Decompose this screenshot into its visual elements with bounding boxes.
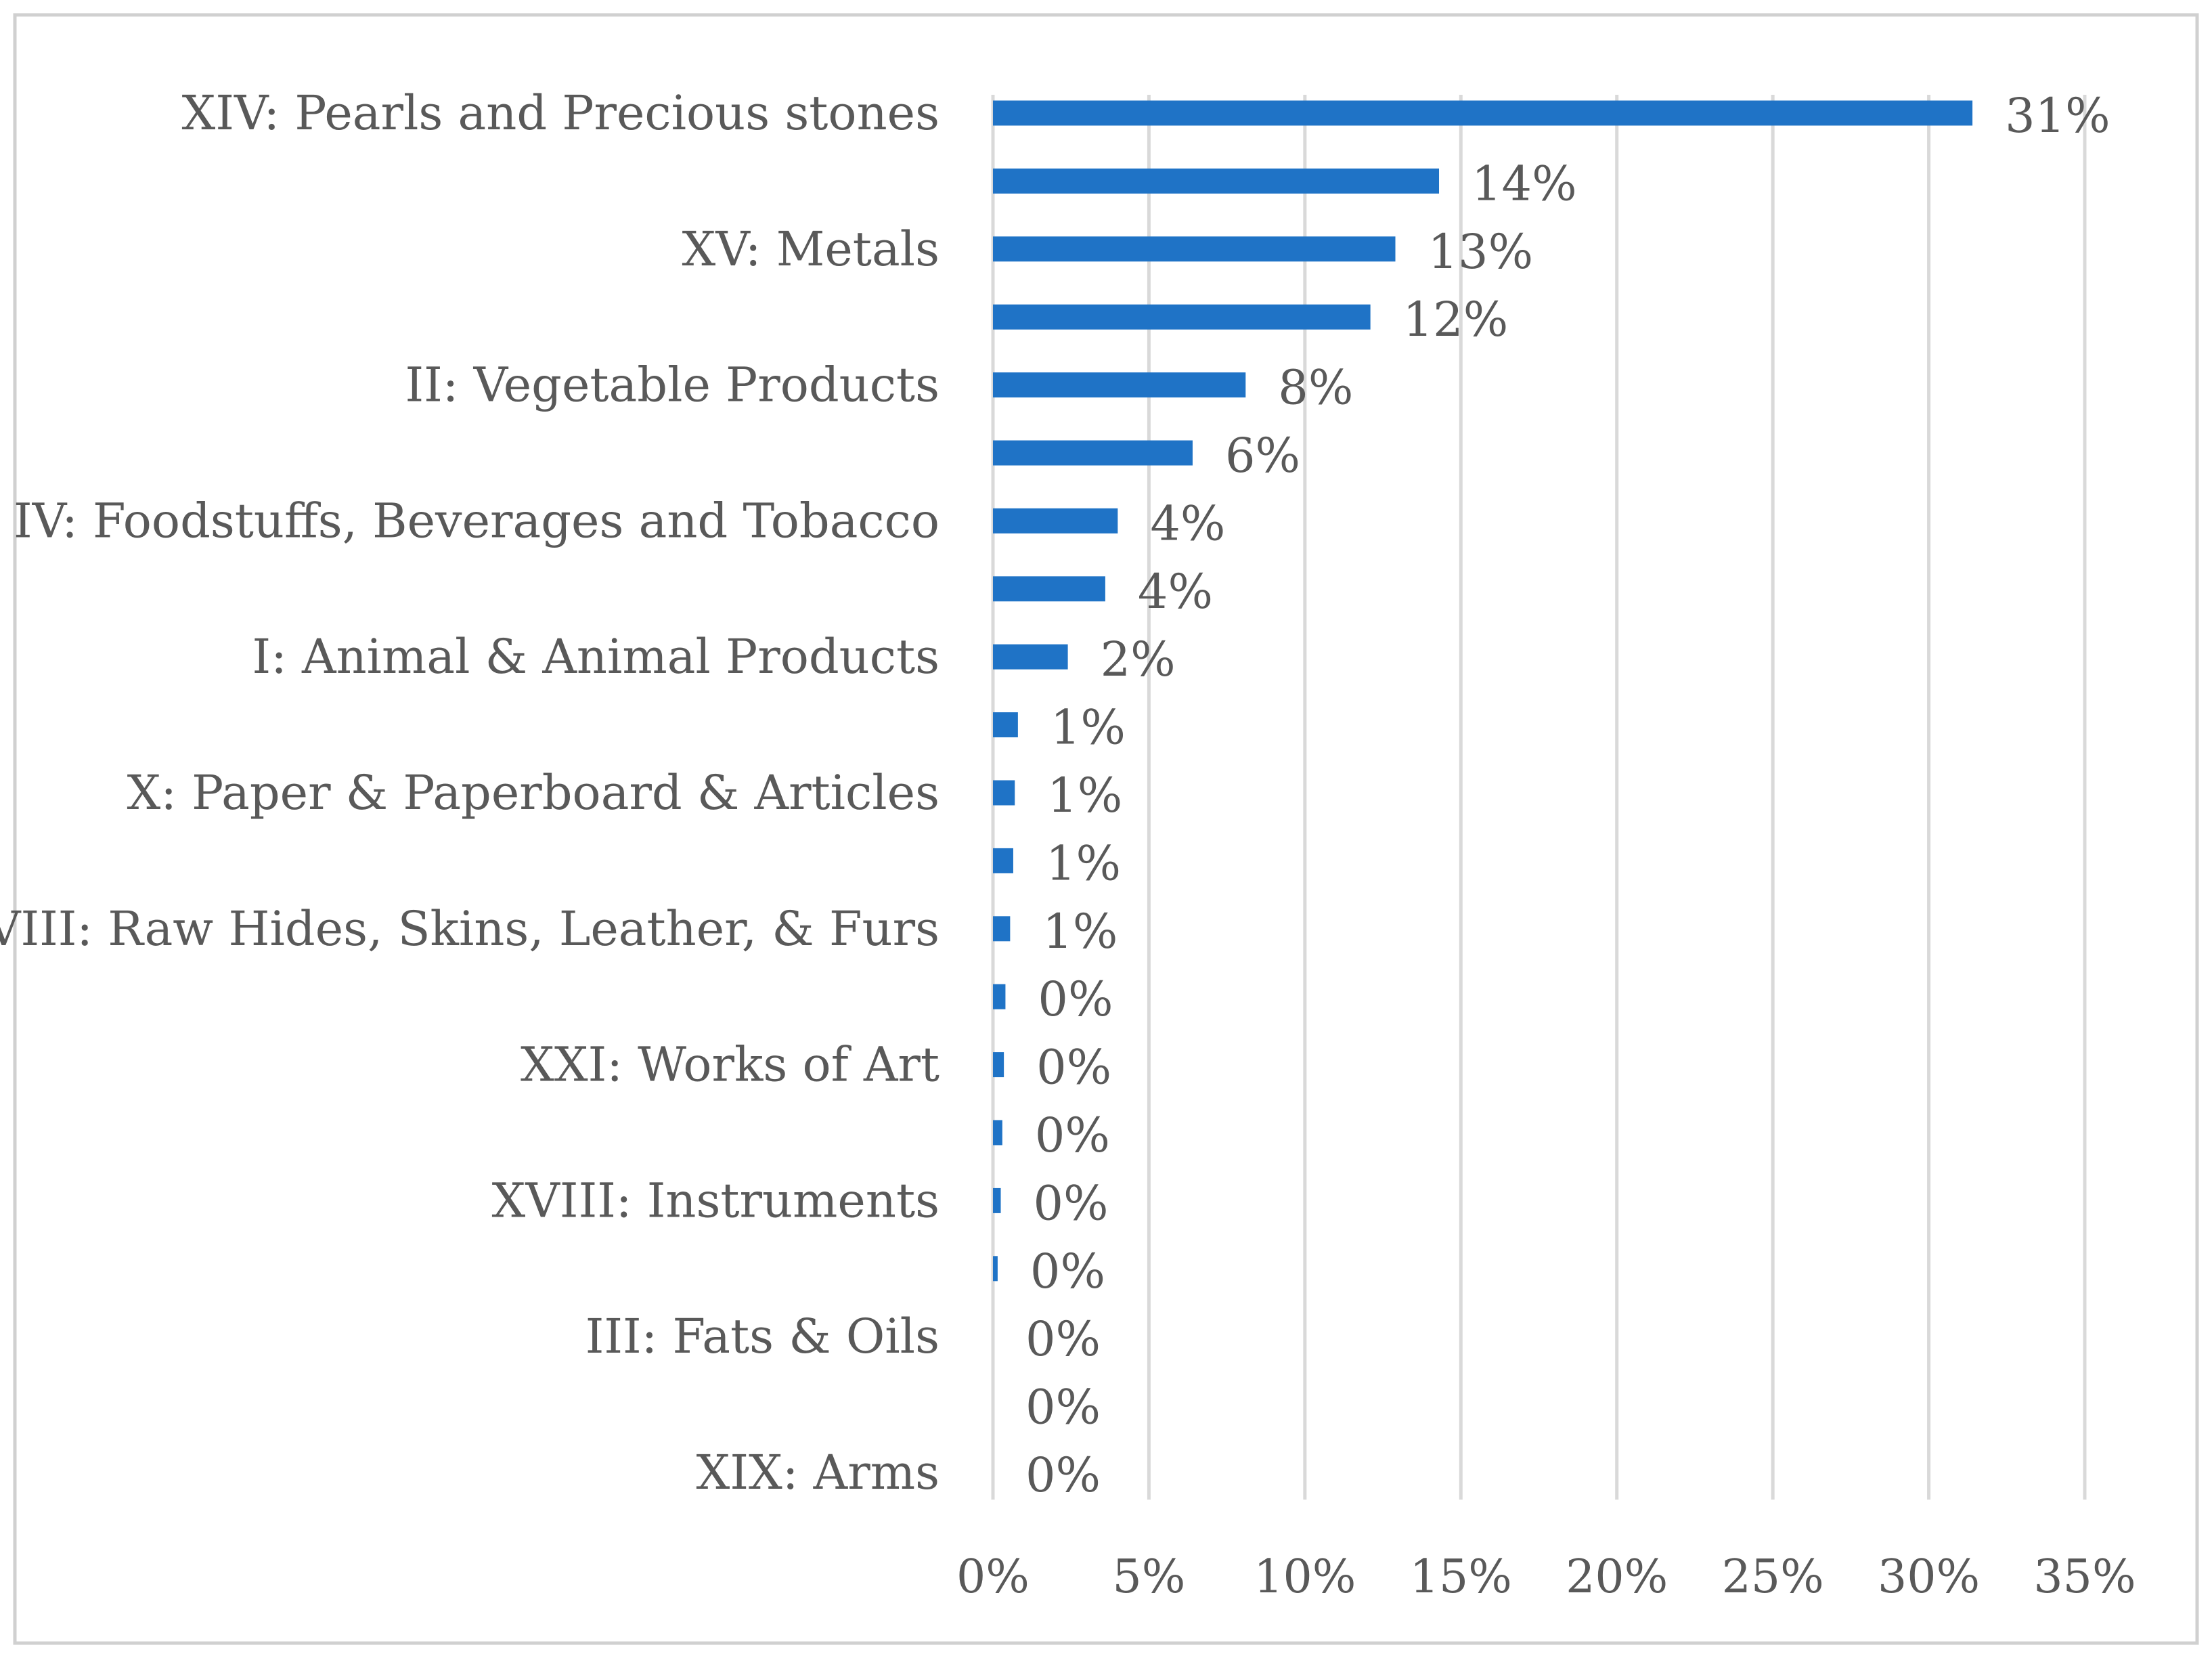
data-label-20: 0% (1025, 1447, 1101, 1503)
data-label-2: 13% (1428, 224, 1534, 280)
bar-2 (993, 236, 1396, 262)
category-label-0: XIV: Pearls and Precious stones (182, 85, 939, 141)
data-label-3: 12% (1403, 292, 1509, 347)
category-label-18: III: Fats & Oils (585, 1309, 939, 1364)
data-label-16: 0% (1034, 1175, 1109, 1231)
chart-border (13, 13, 2199, 1645)
data-labels: 31%14%13%12%8%6%4%4%2%1%1%1%1%0%0%0%0%0%… (1025, 88, 2110, 1503)
data-label-18: 0% (1025, 1311, 1101, 1367)
bars (993, 100, 1973, 1282)
category-label-10: X: Paper & Paperboard & Articles (127, 765, 940, 821)
bar-13 (993, 984, 1006, 1009)
x-tick-label-4: 20% (1566, 1550, 1668, 1604)
category-label-4: II: Vegetable Products (405, 357, 939, 413)
category-label-6: IV: Foodstuffs, Beverages and Tobacco (14, 493, 939, 548)
category-labels: XIV: Pearls and Precious stones XV: Metal… (0, 85, 939, 1500)
bar-4 (993, 372, 1246, 398)
bar-9 (993, 712, 1018, 738)
data-label-19: 0% (1025, 1380, 1101, 1435)
data-label-7: 4% (1138, 564, 1213, 619)
data-label-14: 0% (1036, 1040, 1111, 1095)
data-label-8: 2% (1101, 632, 1176, 687)
data-label-6: 4% (1150, 496, 1225, 551)
bar-1 (993, 168, 1440, 194)
bar-15 (993, 1120, 1002, 1146)
bar-0 (993, 100, 1973, 126)
data-label-15: 0% (1035, 1108, 1110, 1163)
data-label-9: 1% (1050, 700, 1126, 756)
x-tick-label-3: 15% (1410, 1550, 1512, 1604)
data-label-1: 14% (1472, 156, 1577, 211)
category-label-12: VIII: Raw Hides, Skins, Leather, & Furs (0, 901, 939, 957)
bar-11 (993, 848, 1013, 873)
x-tick-label-5: 25% (1722, 1550, 1824, 1604)
x-tick-label-1: 5% (1112, 1550, 1185, 1604)
x-tick-label-2: 10% (1254, 1550, 1356, 1604)
bar-7 (993, 576, 1105, 602)
bar-5 (993, 440, 1193, 466)
x-axis-tick-labels: 0% 5% 10% 15% 20% 25% 30% 35% (956, 1550, 2136, 1604)
data-label-4: 8% (1278, 360, 1353, 416)
bar-17 (993, 1256, 998, 1282)
x-tick-label-0: 0% (956, 1550, 1030, 1604)
category-label-20: XIX: Arms (696, 1445, 939, 1500)
data-label-11: 1% (1046, 835, 1121, 891)
data-label-12: 1% (1042, 904, 1118, 959)
bar-3 (993, 304, 1371, 330)
bar-14 (993, 1052, 1004, 1078)
data-label-13: 0% (1038, 972, 1113, 1027)
bar-6 (993, 508, 1118, 533)
category-label-2: XV: Metals (682, 221, 939, 277)
bar-16 (993, 1187, 1001, 1213)
bar-10 (993, 780, 1015, 806)
x-tick-label-7: 35% (2033, 1550, 2136, 1604)
data-label-5: 6% (1225, 428, 1300, 483)
data-label-17: 0% (1030, 1244, 1105, 1299)
bar-8 (993, 644, 1068, 670)
category-label-8: I: Animal & Animal Products (252, 629, 939, 684)
category-label-16: XVIII: Instruments (492, 1173, 939, 1228)
bar-12 (993, 916, 1011, 942)
x-tick-label-6: 30% (1878, 1550, 1980, 1604)
data-label-0: 31% (2005, 88, 2110, 144)
data-label-10: 1% (1047, 768, 1122, 823)
category-label-14: XXI: Works of Art (521, 1037, 939, 1093)
